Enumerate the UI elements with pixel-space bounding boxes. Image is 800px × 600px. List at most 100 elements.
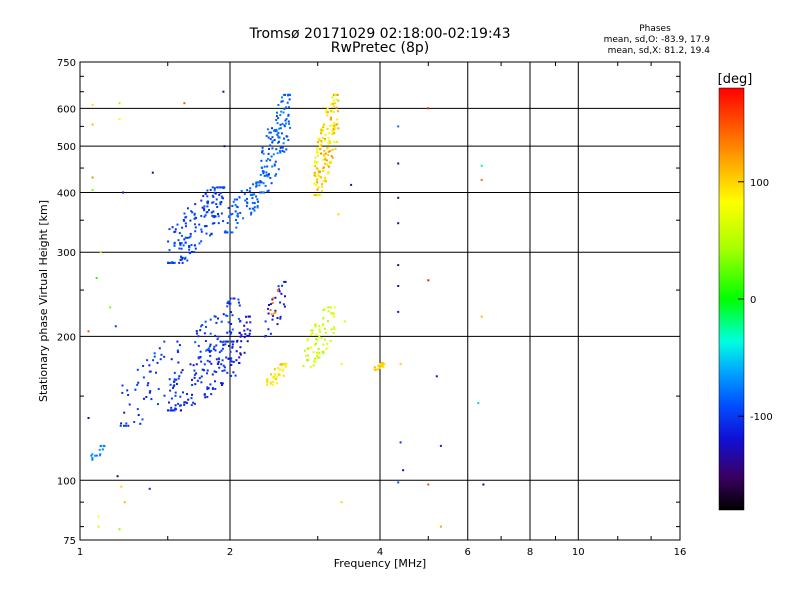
data-point bbox=[322, 309, 325, 312]
data-point bbox=[230, 323, 233, 325]
data-point bbox=[269, 144, 272, 147]
data-point bbox=[193, 369, 196, 372]
x-tick-label: 16 bbox=[674, 547, 687, 558]
data-point bbox=[332, 127, 335, 130]
data-point bbox=[121, 391, 124, 394]
data-point bbox=[327, 320, 329, 323]
data-point bbox=[322, 343, 325, 346]
data-point bbox=[238, 196, 241, 199]
data-point bbox=[188, 236, 191, 239]
data-point bbox=[171, 409, 173, 412]
data-point bbox=[188, 248, 191, 251]
data-point bbox=[331, 96, 334, 99]
data-point bbox=[256, 206, 259, 209]
y-tick-label: 75 bbox=[63, 536, 76, 547]
data-point bbox=[280, 363, 282, 366]
data-point bbox=[163, 355, 166, 358]
data-point bbox=[221, 359, 224, 362]
data-point bbox=[284, 363, 287, 366]
data-point bbox=[232, 297, 235, 300]
data-point bbox=[213, 370, 216, 373]
data-point bbox=[152, 359, 155, 362]
data-point bbox=[209, 332, 212, 335]
data-point bbox=[323, 138, 326, 140]
data-point bbox=[170, 406, 173, 409]
data-point bbox=[90, 454, 93, 457]
data-point bbox=[257, 200, 260, 203]
data-point bbox=[397, 196, 400, 199]
data-point bbox=[120, 422, 123, 425]
data-point bbox=[204, 225, 207, 228]
data-point bbox=[318, 171, 321, 174]
data-point bbox=[278, 140, 280, 143]
data-point bbox=[321, 185, 323, 188]
data-point bbox=[223, 145, 226, 148]
data-point bbox=[184, 222, 187, 225]
data-point bbox=[280, 145, 283, 148]
data-point bbox=[222, 313, 225, 316]
data-point bbox=[251, 201, 254, 204]
data-point bbox=[214, 349, 217, 352]
data-point bbox=[228, 302, 231, 305]
data-point bbox=[220, 320, 223, 323]
data-point bbox=[215, 198, 218, 201]
data-point bbox=[141, 418, 144, 421]
data-point bbox=[329, 306, 332, 309]
data-point bbox=[269, 332, 272, 335]
data-point bbox=[271, 147, 274, 150]
data-point bbox=[439, 525, 442, 528]
data-point bbox=[262, 182, 265, 185]
data-point bbox=[203, 215, 206, 218]
data-point bbox=[226, 305, 229, 308]
data-point bbox=[203, 207, 206, 210]
data-point bbox=[382, 365, 384, 368]
data-point bbox=[256, 205, 259, 207]
data-point bbox=[194, 230, 197, 233]
data-point bbox=[123, 411, 126, 414]
data-point bbox=[229, 302, 232, 305]
data-point bbox=[148, 364, 151, 367]
data-point bbox=[334, 127, 337, 130]
data-point bbox=[193, 212, 196, 215]
data-point bbox=[123, 501, 126, 504]
data-point bbox=[427, 483, 430, 486]
data-point bbox=[99, 453, 102, 456]
data-point bbox=[324, 152, 327, 155]
data-point bbox=[193, 402, 196, 405]
data-point bbox=[397, 162, 400, 165]
data-point bbox=[399, 441, 402, 444]
data-point bbox=[480, 164, 483, 167]
data-point bbox=[330, 161, 333, 164]
data-point bbox=[284, 93, 287, 96]
data-point bbox=[213, 216, 216, 219]
x-tick-label: 4 bbox=[377, 547, 383, 558]
data-point bbox=[181, 226, 184, 229]
data-point bbox=[330, 116, 333, 119]
data-point bbox=[211, 387, 214, 390]
data-point bbox=[233, 198, 236, 201]
data-point bbox=[380, 362, 383, 365]
data-point bbox=[279, 151, 282, 154]
data-point bbox=[158, 347, 161, 350]
data-point bbox=[229, 333, 232, 336]
data-point bbox=[256, 198, 259, 201]
data-point bbox=[148, 487, 151, 490]
data-point bbox=[279, 146, 282, 149]
data-point bbox=[221, 382, 224, 385]
data-point bbox=[279, 114, 282, 116]
data-point bbox=[220, 382, 223, 384]
chart-title: Tromsø 20171029 02:18:00-02:19:43 bbox=[249, 26, 511, 42]
data-point bbox=[223, 231, 226, 234]
data-point bbox=[182, 391, 184, 394]
data-point bbox=[213, 315, 216, 318]
data-point bbox=[246, 197, 248, 200]
data-point bbox=[155, 371, 157, 374]
data-point bbox=[126, 389, 129, 392]
data-point bbox=[159, 358, 162, 361]
data-point bbox=[230, 364, 233, 366]
data-point bbox=[248, 335, 251, 337]
data-point bbox=[278, 373, 281, 376]
data-point bbox=[223, 366, 226, 369]
colorbar-ticks: 100 0 -100 bbox=[738, 178, 773, 423]
data-point bbox=[273, 368, 276, 371]
